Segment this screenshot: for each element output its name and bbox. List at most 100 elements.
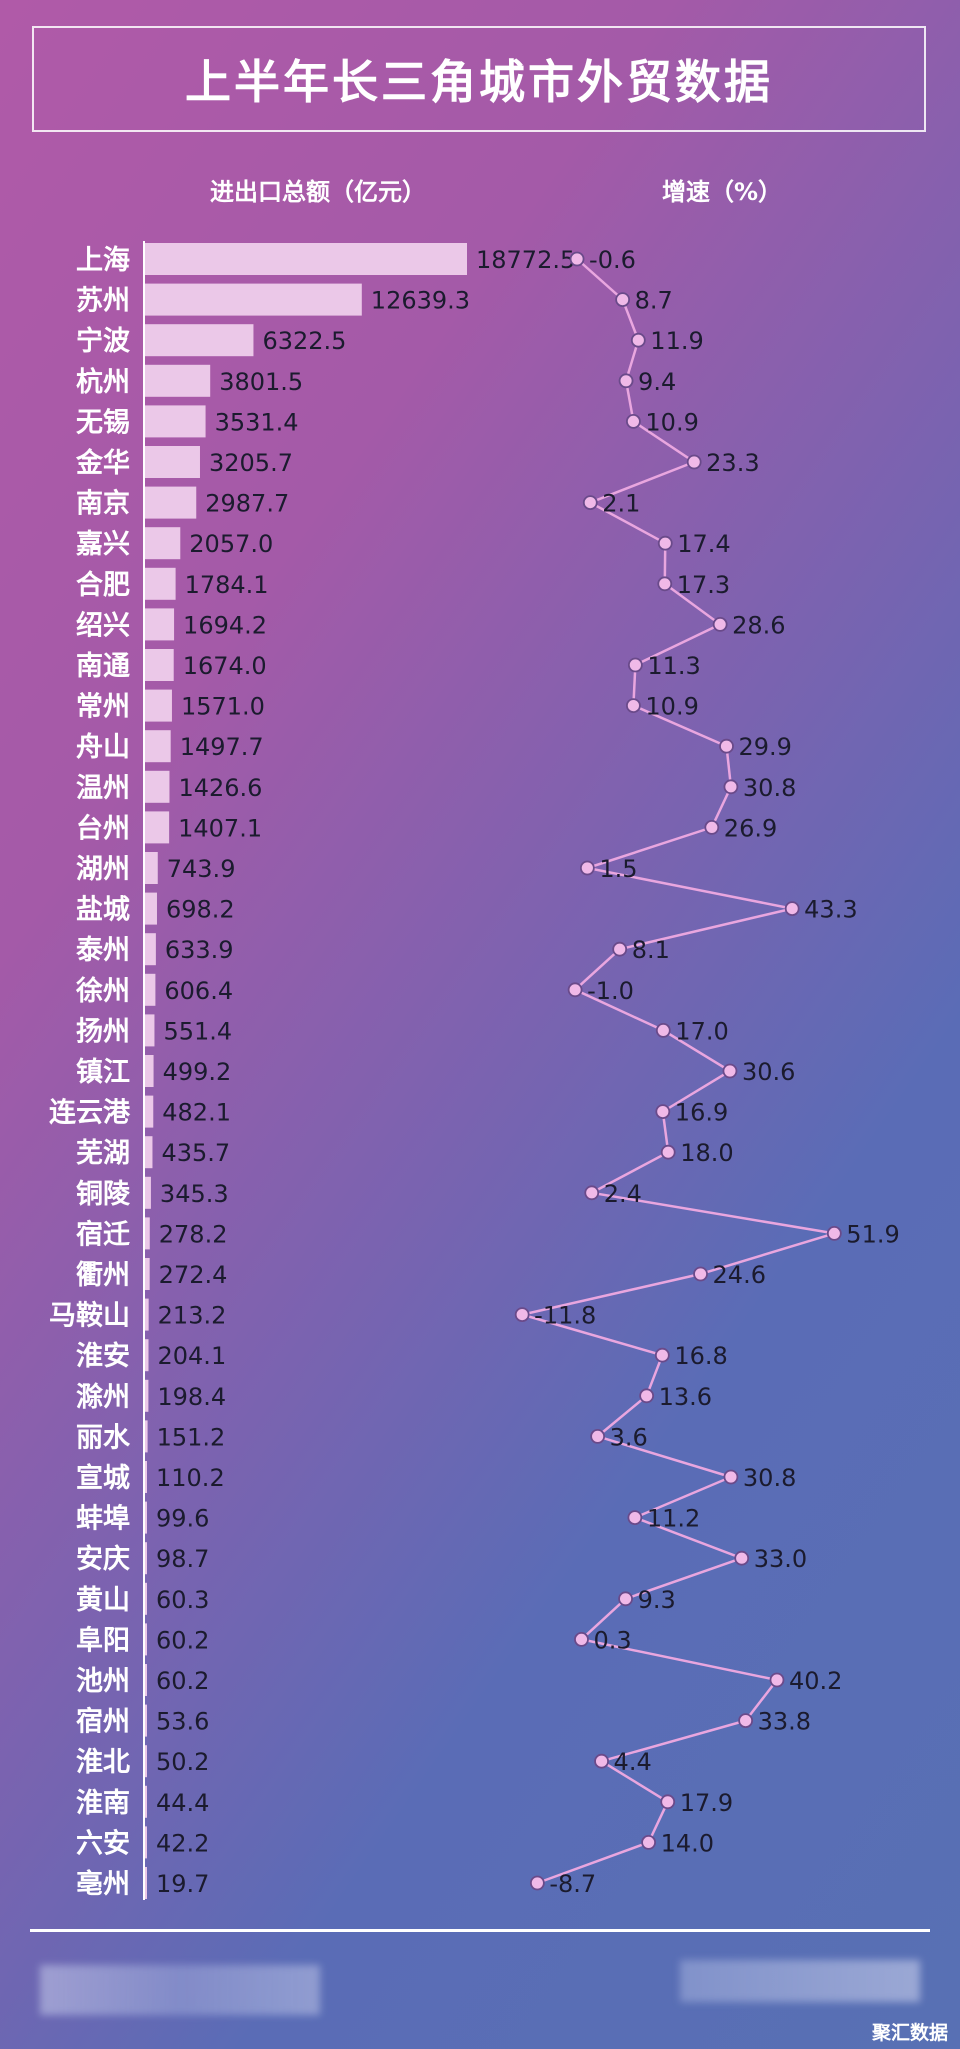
growth-point [584, 1185, 600, 1201]
trade-value-label: 42.2 [156, 1829, 209, 1857]
city-label: 徐州 [75, 975, 130, 1007]
trade-bar [145, 649, 174, 681]
trade-value-label: 19.7 [156, 1870, 209, 1898]
trade-value-label: 435.7 [161, 1139, 230, 1167]
growth-value-label: 43.3 [804, 896, 857, 924]
trade-bar [145, 770, 170, 803]
growth-point [579, 860, 595, 876]
trade-bar [145, 1785, 147, 1818]
growth-value-label: 33.8 [758, 1708, 811, 1736]
city-label: 杭州 [76, 366, 130, 398]
growth-point [655, 1023, 671, 1038]
blurred-watermark-right [680, 1960, 920, 2002]
trade-bar [145, 364, 211, 397]
growth-value-label: 23.3 [706, 449, 759, 477]
city-label: 舟山 [76, 732, 130, 763]
city-label: 连云港 [49, 1097, 131, 1129]
trade-bar [145, 1867, 147, 1899]
trade-value-label: 98.7 [156, 1545, 209, 1573]
trade-value-label: 110.2 [156, 1464, 225, 1492]
trade-value-label: 2057.0 [189, 530, 273, 558]
total-header: 进出口总额（亿元） [210, 178, 426, 206]
city-label: 淮安 [76, 1341, 130, 1372]
city-label: 南通 [76, 651, 130, 682]
growth-point [655, 1104, 671, 1119]
trade-value-label: 6322.5 [262, 327, 346, 355]
growth-value-label: 17.4 [677, 530, 730, 558]
growth-value-label: 2.1 [602, 490, 640, 518]
trade-value-label: 1426.6 [178, 774, 262, 802]
growth-point [769, 1672, 785, 1688]
title-box: 上半年长三角城市外贸数据 [32, 26, 926, 132]
growth-point [654, 1347, 670, 1363]
growth-value-label: 3.6 [610, 1423, 648, 1451]
trade-bar [145, 811, 170, 844]
trade-bar [145, 730, 171, 763]
growth-value-label: 29.9 [739, 733, 792, 761]
city-label: 阜阳 [76, 1625, 130, 1656]
city-label: 淮南 [76, 1788, 130, 1819]
growth-point [626, 698, 641, 713]
city-label: 泰州 [76, 935, 130, 966]
trade-value-label: 151.2 [157, 1423, 226, 1451]
trade-value-label: 18772.5 [476, 246, 575, 274]
growth-point [723, 1469, 739, 1485]
trade-bar [145, 527, 181, 560]
growth-value-label: 17.3 [677, 571, 730, 599]
trade-value-label: 60.2 [156, 1667, 209, 1695]
trade-value-label: 44.4 [156, 1789, 209, 1817]
city-label: 温州 [76, 773, 130, 804]
growth-point [784, 901, 800, 916]
trade-bar [145, 973, 156, 1006]
growth-value-label: 17.9 [680, 1789, 733, 1817]
growth-point [569, 251, 585, 267]
growth-point [704, 820, 720, 835]
trade-bar [145, 933, 156, 966]
growth-value-label: -11.8 [534, 1302, 596, 1330]
city-label: 金华 [75, 447, 130, 479]
growth-value-label: -8.7 [549, 1870, 596, 1898]
trade-bar [145, 324, 254, 357]
growth-header: 增速（%） [662, 178, 783, 206]
trade-value-label: 345.3 [160, 1180, 229, 1208]
growth-value-label: 1.5 [599, 855, 637, 883]
trade-value-label: 3801.5 [219, 368, 303, 396]
trade-bar [145, 1136, 153, 1169]
growth-value-label: 10.9 [645, 693, 698, 721]
growth-value-label: 26.9 [724, 814, 777, 842]
growth-point [641, 1835, 656, 1850]
trade-value-label: 3205.7 [209, 449, 293, 477]
trade-value-label: 278.2 [159, 1220, 228, 1248]
trade-value-label: 272.4 [159, 1261, 228, 1289]
trade-value-label: 606.4 [164, 977, 233, 1005]
trade-value-label: 743.9 [167, 855, 236, 883]
city-label: 黄山 [76, 1585, 130, 1616]
trade-bar [145, 1217, 150, 1250]
growth-point [618, 1591, 633, 1607]
growth-point [686, 454, 702, 470]
trade-value-label: 551.4 [163, 1017, 232, 1045]
trade-value-label: 1497.7 [180, 733, 264, 761]
trade-bar [145, 608, 175, 641]
city-label: 嘉兴 [76, 529, 130, 560]
growth-point [734, 1550, 750, 1566]
growth-value-label: 9.3 [638, 1586, 676, 1614]
trade-value-label: 60.3 [156, 1586, 209, 1614]
city-label: 常州 [76, 692, 130, 723]
growth-point [639, 1388, 655, 1404]
city-label: 芜湖 [76, 1138, 130, 1169]
trade-bar [145, 1745, 147, 1778]
city-label: 衢州 [76, 1260, 130, 1291]
growth-point [626, 413, 641, 429]
trade-bar [145, 1420, 148, 1453]
growth-value-label: 33.0 [754, 1545, 807, 1573]
city-label: 绍兴 [76, 610, 130, 641]
trade-value-label: 12639.3 [371, 287, 470, 315]
trade-value-label: 1694.2 [183, 611, 267, 639]
trade-bar [145, 892, 157, 925]
growth-point [590, 1429, 606, 1444]
trade-bar [145, 1826, 147, 1859]
city-label: 湖州 [76, 854, 130, 885]
city-label: 苏州 [76, 286, 130, 317]
growth-value-label: 2.4 [604, 1180, 642, 1208]
